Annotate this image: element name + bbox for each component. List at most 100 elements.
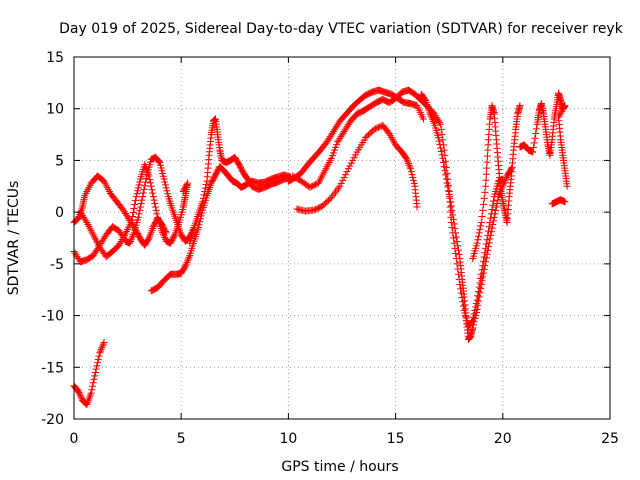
data-point [76,392,84,400]
chart-title: Day 019 of 2025, Sidereal Day-to-day VTE… [59,21,624,37]
data-point [134,184,142,192]
data-point [314,204,322,212]
data-point [448,224,456,232]
data-point [126,237,134,245]
data-point [443,179,451,187]
data-point [310,181,318,189]
data-point [312,181,320,189]
x-tick-label: 10 [279,431,297,447]
data-point [135,210,143,218]
data-point [146,175,154,183]
data-point [99,342,107,350]
data-point [501,177,509,185]
x-tick-label: 5 [177,431,186,447]
data-point [436,119,444,127]
data-point [500,180,508,188]
data-point [405,161,413,169]
data-point [141,182,149,190]
data-point [410,179,418,187]
data-point [91,372,99,380]
data-point [290,173,298,181]
plot-frame [73,56,611,420]
data-point [93,362,101,370]
data-point [292,174,300,182]
data-point [182,260,190,268]
data-point [164,190,172,198]
data-point [452,229,460,237]
data-point [87,389,95,397]
y-tick-label: -10 [41,309,64,325]
data-point [306,183,314,191]
data-point [129,212,137,220]
data-point [437,125,445,133]
data-point [409,173,417,181]
data-point [343,168,351,176]
data-point [413,203,421,211]
data-point [490,213,498,221]
data-point [427,112,435,120]
data-point [473,305,481,313]
data-point [95,352,103,360]
data-point [454,246,462,254]
series-track-g [284,86,427,185]
data-point [403,156,411,164]
data-point [133,190,141,198]
data-point [97,345,105,353]
data-point [135,181,143,189]
data-point [370,125,378,133]
data-point [451,224,459,232]
data-point [129,232,137,240]
data-point [476,289,484,297]
data-point [442,175,450,183]
x-tick-label: 20 [494,431,512,447]
data-point [478,212,486,220]
data-point [373,124,381,132]
data-point [407,165,415,173]
data-point [132,193,140,201]
data-point [483,164,491,172]
data-point [340,173,348,181]
data-point [438,151,446,159]
data-point [293,175,301,183]
data-point [531,134,539,142]
data-point [75,389,83,397]
data-point [477,281,485,289]
data-point [94,355,102,363]
data-point [337,179,345,187]
data-point [435,137,443,145]
data-point [94,359,102,367]
data-point [139,189,147,197]
data-point [436,141,444,149]
data-point [428,114,436,122]
data-point [129,208,137,216]
data-point [450,220,458,228]
series-track-i [293,121,421,215]
data-point [181,262,189,270]
data-point [447,202,455,210]
data-point [196,218,204,226]
data-point [151,200,159,208]
data-point [154,157,162,165]
data-point [474,301,482,309]
data-point [429,117,437,125]
data-point [96,347,104,355]
data-point [145,172,153,180]
data-point [481,188,489,196]
data-point [472,312,480,320]
data-point [404,158,412,166]
data-point [153,210,161,218]
data-point [134,187,142,195]
data-point [477,285,485,293]
data-point [437,120,445,128]
data-point [310,206,318,214]
data-point [160,232,168,240]
data-point [449,215,457,223]
data-point [480,194,488,202]
data-point [486,235,494,243]
y-axis-label: SDTVAR / TECUs [6,181,22,296]
data-point [201,184,209,192]
data-point [482,254,490,262]
data-point [128,234,136,242]
data-point [339,176,347,184]
data-point [88,386,96,394]
